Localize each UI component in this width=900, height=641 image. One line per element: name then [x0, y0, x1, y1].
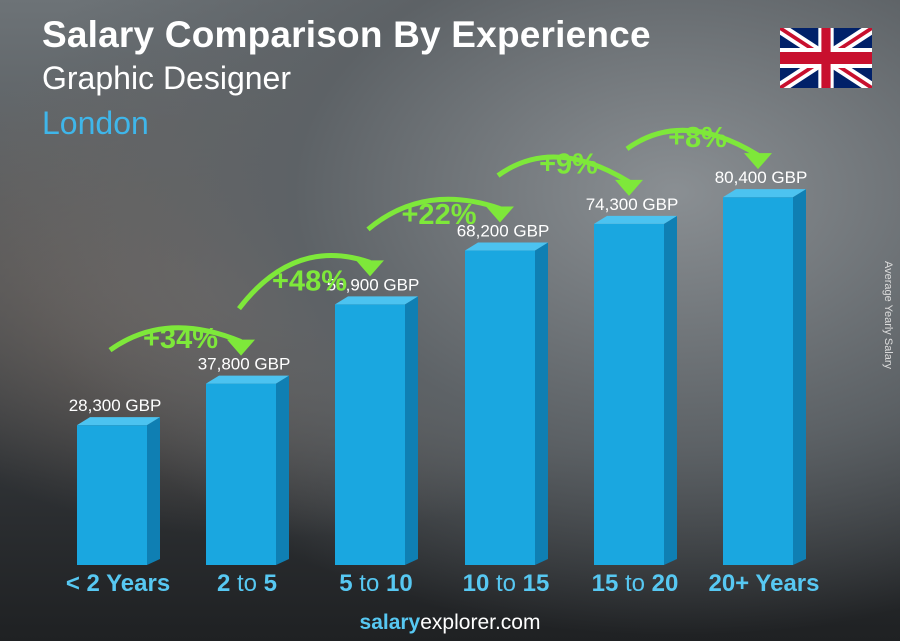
change-percent: +8% [668, 122, 727, 154]
arrow-head [744, 153, 772, 170]
bar-top [335, 296, 418, 305]
bar [206, 375, 289, 565]
bar-top [206, 375, 289, 384]
category-label: 20+ Years [689, 570, 839, 598]
chart-title: Salary Comparison By Experience [42, 14, 651, 55]
change-arrow: +48% [237, 253, 384, 311]
category-label: < 2 Years [43, 570, 193, 598]
category-part: 20+ Years [708, 570, 820, 597]
brand-link[interactable]: salaryexplorer.com [0, 611, 900, 635]
change-arrow: +9% [496, 149, 643, 196]
arrow-head [486, 206, 514, 223]
change-percent: +34% [143, 323, 218, 355]
bar-front [594, 223, 664, 565]
category-part: 15 [522, 570, 550, 597]
y-axis-label: Average Yearly Salary [882, 260, 894, 370]
bar-side [147, 417, 160, 565]
arrow-arc [496, 154, 631, 184]
arrow-arc [625, 127, 760, 158]
category-part: 5 [339, 570, 353, 597]
bar-top [77, 417, 160, 426]
arrow-head [356, 260, 384, 277]
category-part: to [230, 570, 264, 597]
brand-rest: explorer.com [420, 611, 541, 634]
location: London [42, 105, 149, 141]
category-part: 15 [591, 570, 619, 597]
value-label: 68,200 GBP [457, 222, 550, 241]
bar-front [206, 383, 276, 565]
bar-front [723, 197, 793, 565]
arrow-head [227, 339, 255, 356]
change-percent: +48% [272, 265, 347, 297]
bar [723, 189, 806, 565]
value-label: 74,300 GBP [586, 195, 679, 214]
bar [465, 242, 548, 565]
bar [77, 417, 160, 565]
category-part: 10 [462, 570, 490, 597]
change-arrow: +22% [366, 196, 514, 232]
arrow-arc [108, 325, 242, 353]
category-part: 10 [386, 570, 413, 597]
value-label: 80,400 GBP [715, 168, 808, 187]
bar-side [276, 375, 289, 565]
change-arrow: +8% [625, 122, 772, 170]
change-percent: +22% [402, 199, 477, 231]
uk-flag-icon [780, 28, 872, 88]
arrow-arc [366, 196, 501, 232]
bar-top [594, 215, 677, 224]
job-title: Graphic Designer [42, 60, 291, 96]
change-arrow: +34% [108, 323, 255, 356]
category-part: 5 [263, 570, 278, 597]
category-part: 2 [216, 570, 231, 597]
category-part: to [618, 570, 652, 597]
bar [335, 296, 418, 565]
bar-front [465, 250, 535, 565]
bar-side [535, 242, 548, 565]
change-percent: +9% [539, 149, 598, 181]
value-label: 28,300 GBP [69, 396, 162, 415]
bar-front [335, 304, 405, 565]
bar-top [465, 242, 548, 251]
category-part: < 2 Years [65, 570, 171, 597]
category-part: 20 [651, 570, 679, 597]
brand-bold: salary [359, 611, 421, 634]
bar-side [664, 215, 677, 565]
category-label: 5 to 10 [301, 570, 451, 598]
category-label: 10 to 15 [431, 570, 581, 598]
bar [594, 215, 677, 565]
category-part: to [489, 570, 523, 597]
category-part: to [352, 570, 386, 597]
bar-front [77, 425, 147, 565]
category-label: 15 to 20 [560, 570, 710, 598]
category-label: 2 to 5 [172, 570, 322, 598]
bar-side [793, 189, 806, 565]
bar-top [723, 189, 806, 198]
value-label: 55,900 GBP [327, 275, 420, 294]
arrow-head [615, 179, 643, 196]
arrow-arc [237, 253, 371, 311]
bar-side [405, 296, 418, 565]
value-label: 37,800 GBP [198, 355, 291, 374]
